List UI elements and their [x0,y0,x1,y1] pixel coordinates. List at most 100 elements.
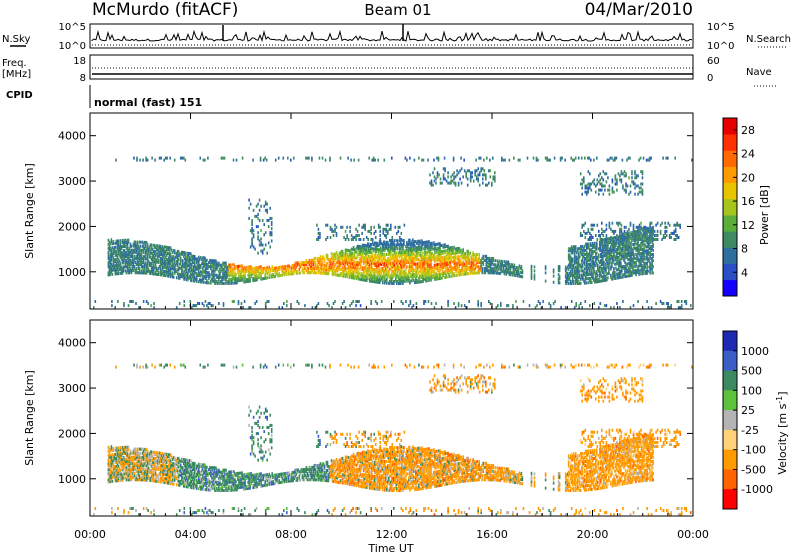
power-cell [617,272,619,276]
power-cell [338,273,341,277]
power-cell [216,273,218,277]
power-cell [586,261,588,264]
power-cell [590,281,592,284]
power-cell [230,279,232,283]
power-cell [379,279,382,282]
power-cell [463,254,465,258]
power-cell [434,243,436,247]
power-cell [374,274,377,278]
power-cell [410,250,412,254]
power-cell [624,246,626,250]
power-cell [624,256,626,260]
power-cell [305,261,308,264]
power-cell [187,260,189,263]
power-cell [134,240,137,244]
power-cell [397,259,399,263]
power-cell [446,251,448,254]
power-cell [281,273,284,277]
power-cell [160,251,163,255]
power-cell [469,269,471,273]
power-cell [125,242,128,246]
power-cell [139,248,142,252]
power-cell [234,277,236,281]
power-cell [198,259,200,263]
power-cell [437,273,439,277]
power-cell [184,265,186,269]
power-cell [433,247,435,251]
power-cell [225,261,227,265]
power-cell [574,271,577,275]
power-cell [508,266,511,270]
power-cell [376,262,379,266]
power-cell [605,254,607,258]
power-cell [340,255,343,259]
power-cell [628,253,630,257]
power-cell [313,261,316,264]
power-cell [438,252,440,256]
power-cell [571,267,574,271]
power-cell [328,264,331,268]
power-cell [139,271,142,275]
power-cell [643,261,645,265]
power-cell [512,269,515,273]
power-cell [218,280,220,283]
power-cell [626,235,628,239]
power-cell [373,247,376,251]
power-cell [468,265,470,269]
power-cell [347,261,350,265]
power-cell [107,238,110,242]
power-cell [213,273,215,277]
power-cell [305,263,308,266]
power-cell [387,240,389,244]
power-cell [378,276,381,280]
power-cell [633,257,635,261]
power-cell [511,265,514,269]
power-cell [433,267,435,271]
power-cell [442,262,444,265]
power-cell [427,250,429,254]
power-cell [131,250,134,254]
power-cell [412,248,414,252]
power-cell [388,271,390,275]
power-cell [416,256,418,260]
power-cell [207,265,209,268]
power-cell [375,266,378,270]
power-cell [509,273,512,277]
power-cell [238,268,240,272]
power-cell [602,192,605,196]
power-cell [590,279,592,282]
power-cell [636,242,638,246]
power-cell [436,173,439,177]
power-cell [372,259,375,263]
power-cell [371,275,374,279]
power-cell [253,278,255,282]
power-cell [438,275,440,279]
power-cell [168,246,171,250]
power-cell [601,188,603,192]
power-cell [623,254,625,258]
power-cell [505,260,508,264]
power-cell [154,264,157,268]
power-cell [150,268,153,271]
power-cell [177,250,180,254]
power-cell [166,260,169,264]
power-cell [452,272,454,276]
power-cell [580,273,583,277]
power-cell [626,231,628,235]
power-cell [427,244,429,248]
power-cell [123,240,126,244]
power-cell [485,183,487,187]
power-cell [416,272,418,276]
power-cell [136,263,139,266]
power-cell [402,263,404,267]
power-cell [408,261,410,265]
power-cell [412,275,414,279]
power-cell [491,271,494,275]
power-cell [247,269,249,273]
power-cell [141,271,144,275]
power-cell [120,271,123,275]
power-cell [354,248,357,252]
power-cell [399,273,401,277]
power-cell [200,278,202,282]
power-cell [246,278,248,281]
